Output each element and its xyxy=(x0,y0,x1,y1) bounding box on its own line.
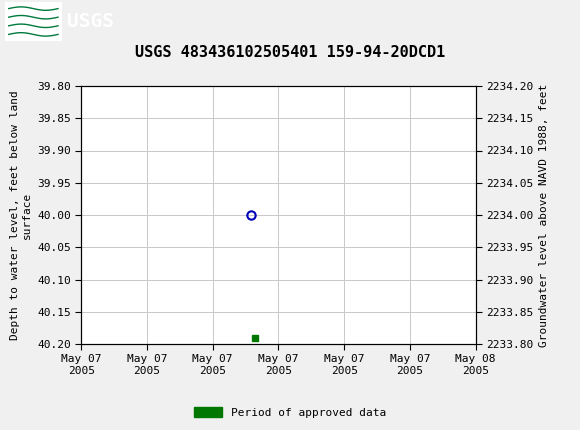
Legend: Period of approved data: Period of approved data xyxy=(190,403,390,422)
Bar xyxy=(6,3,61,40)
Text: USGS: USGS xyxy=(67,12,114,31)
Y-axis label: Groundwater level above NAVD 1988, feet: Groundwater level above NAVD 1988, feet xyxy=(539,83,549,347)
Text: USGS 483436102505401 159-94-20DCD1: USGS 483436102505401 159-94-20DCD1 xyxy=(135,45,445,60)
Y-axis label: Depth to water level, feet below land
surface: Depth to water level, feet below land su… xyxy=(10,90,31,340)
